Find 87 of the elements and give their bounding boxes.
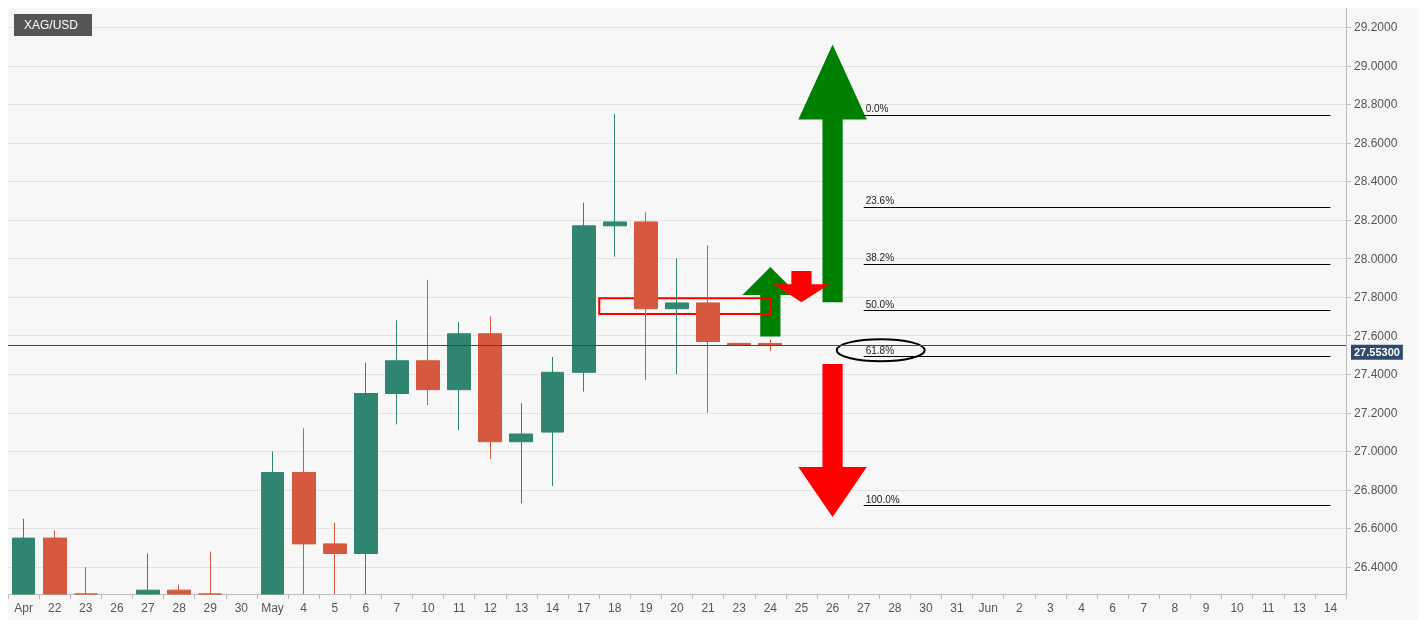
y-tick-label: 28.0000 <box>1354 251 1398 266</box>
x-tick-label: 13 <box>514 601 529 615</box>
x-tick-label: 20 <box>670 601 684 615</box>
y-tick-label: 27.2000 <box>1354 405 1398 420</box>
x-tick-label: 24 <box>763 601 778 615</box>
x-tick-label: 31 <box>950 601 965 615</box>
y-tick-label: 28.8000 <box>1354 97 1398 112</box>
candlestick <box>385 319 409 425</box>
y-tick-label: 28.2000 <box>1354 213 1398 228</box>
x-tick-label: 22 <box>47 601 62 615</box>
candlestick <box>541 356 564 487</box>
x-tick-label: 9 <box>1202 601 1210 615</box>
x-tick-label: 3 <box>1047 601 1055 615</box>
x-tick-label: 10 <box>421 601 436 615</box>
x-tick-label: 4 <box>300 601 308 615</box>
y-tick-label: 27.8000 <box>1354 290 1398 305</box>
y-tick-label: 27.6000 <box>1354 328 1398 343</box>
y-tick-label: 29.0000 <box>1354 58 1398 73</box>
x-tick-label: 30 <box>919 601 933 615</box>
x-tick-label: 27 <box>857 601 871 615</box>
candlestick <box>509 402 533 504</box>
candlestick <box>167 583 191 595</box>
annotation: 100.0% <box>865 493 900 505</box>
y-tick-label: 26.8000 <box>1354 482 1398 497</box>
candlestick <box>12 518 35 595</box>
x-tick-label: 26 <box>110 601 124 615</box>
x-tick-label: 17 <box>576 601 591 615</box>
x-tick-label: 12 <box>483 601 498 615</box>
annotation: 38.2% <box>865 252 895 264</box>
x-tick-label: 14 <box>545 601 560 615</box>
x-tick-label: 23 <box>732 601 747 615</box>
candlestick <box>603 113 627 258</box>
y-tick-label: 29.2000 <box>1354 20 1398 35</box>
x-tick-label: 26 <box>825 601 840 615</box>
candlestick <box>261 450 284 595</box>
x-tick-label: Jun <box>978 601 998 615</box>
x-tick-label: 8 <box>1171 601 1179 615</box>
candlestick <box>634 211 658 381</box>
candlestick <box>198 551 222 595</box>
x-tick-label: 29 <box>203 601 218 615</box>
x-tick-label: 23 <box>79 601 93 615</box>
candlestick <box>696 244 720 414</box>
y-tick-label: 27.0000 <box>1354 444 1398 459</box>
annotation: 0.0% <box>865 103 889 115</box>
candlestick <box>416 279 440 406</box>
candlestick <box>447 321 471 431</box>
ref-line-label: 27.55300 <box>1354 346 1400 359</box>
x-tick-label: 27 <box>141 601 156 615</box>
candlestick <box>665 258 689 375</box>
y-tick-label: 26.6000 <box>1354 521 1398 536</box>
annotation: 61.8% <box>865 344 895 356</box>
candlestick <box>478 315 502 460</box>
y-tick-label: 26.4000 <box>1354 560 1398 575</box>
x-tick-label: Apr <box>14 601 33 615</box>
annotation: 50.0% <box>865 298 895 310</box>
candlestick <box>323 522 347 595</box>
x-tick-label: 18 <box>608 601 622 615</box>
candlestick <box>354 362 378 595</box>
x-tick-label: 28 <box>172 601 187 615</box>
candlestick <box>136 553 160 595</box>
y-tick-label: 28.6000 <box>1354 135 1398 150</box>
annotation: 23.6% <box>865 195 895 207</box>
x-tick-label: 30 <box>234 601 249 615</box>
y-tick-label: 27.4000 <box>1354 367 1398 382</box>
candlestick <box>74 566 98 595</box>
x-tick-label: 11 <box>1261 601 1275 615</box>
x-tick-label: 13 <box>1292 601 1307 615</box>
candlestick <box>292 427 316 595</box>
x-tick-label: May <box>261 601 284 615</box>
y-tick-label: 28.4000 <box>1354 174 1398 189</box>
x-tick-label: 6 <box>362 601 370 615</box>
x-tick-label: 7 <box>393 601 401 615</box>
candlestick <box>43 529 67 595</box>
x-tick-label: 25 <box>794 601 809 615</box>
text: XAG/USD <box>24 18 79 32</box>
x-tick-label: 14 <box>1323 601 1338 615</box>
x-tick-label: 10 <box>1230 601 1245 615</box>
x-tick-label: 4 <box>1078 601 1086 615</box>
x-tick-label: 6 <box>1109 601 1117 615</box>
x-tick-label: 11 <box>452 601 466 615</box>
x-tick-label: 28 <box>888 601 902 615</box>
x-tick-label: 5 <box>331 601 339 615</box>
candlestick <box>572 202 596 393</box>
x-tick-label: 21 <box>701 601 716 615</box>
x-tick-label: 2 <box>1015 601 1023 615</box>
x-tick-label: 7 <box>1140 601 1148 615</box>
x-tick-label: 19 <box>639 601 653 615</box>
